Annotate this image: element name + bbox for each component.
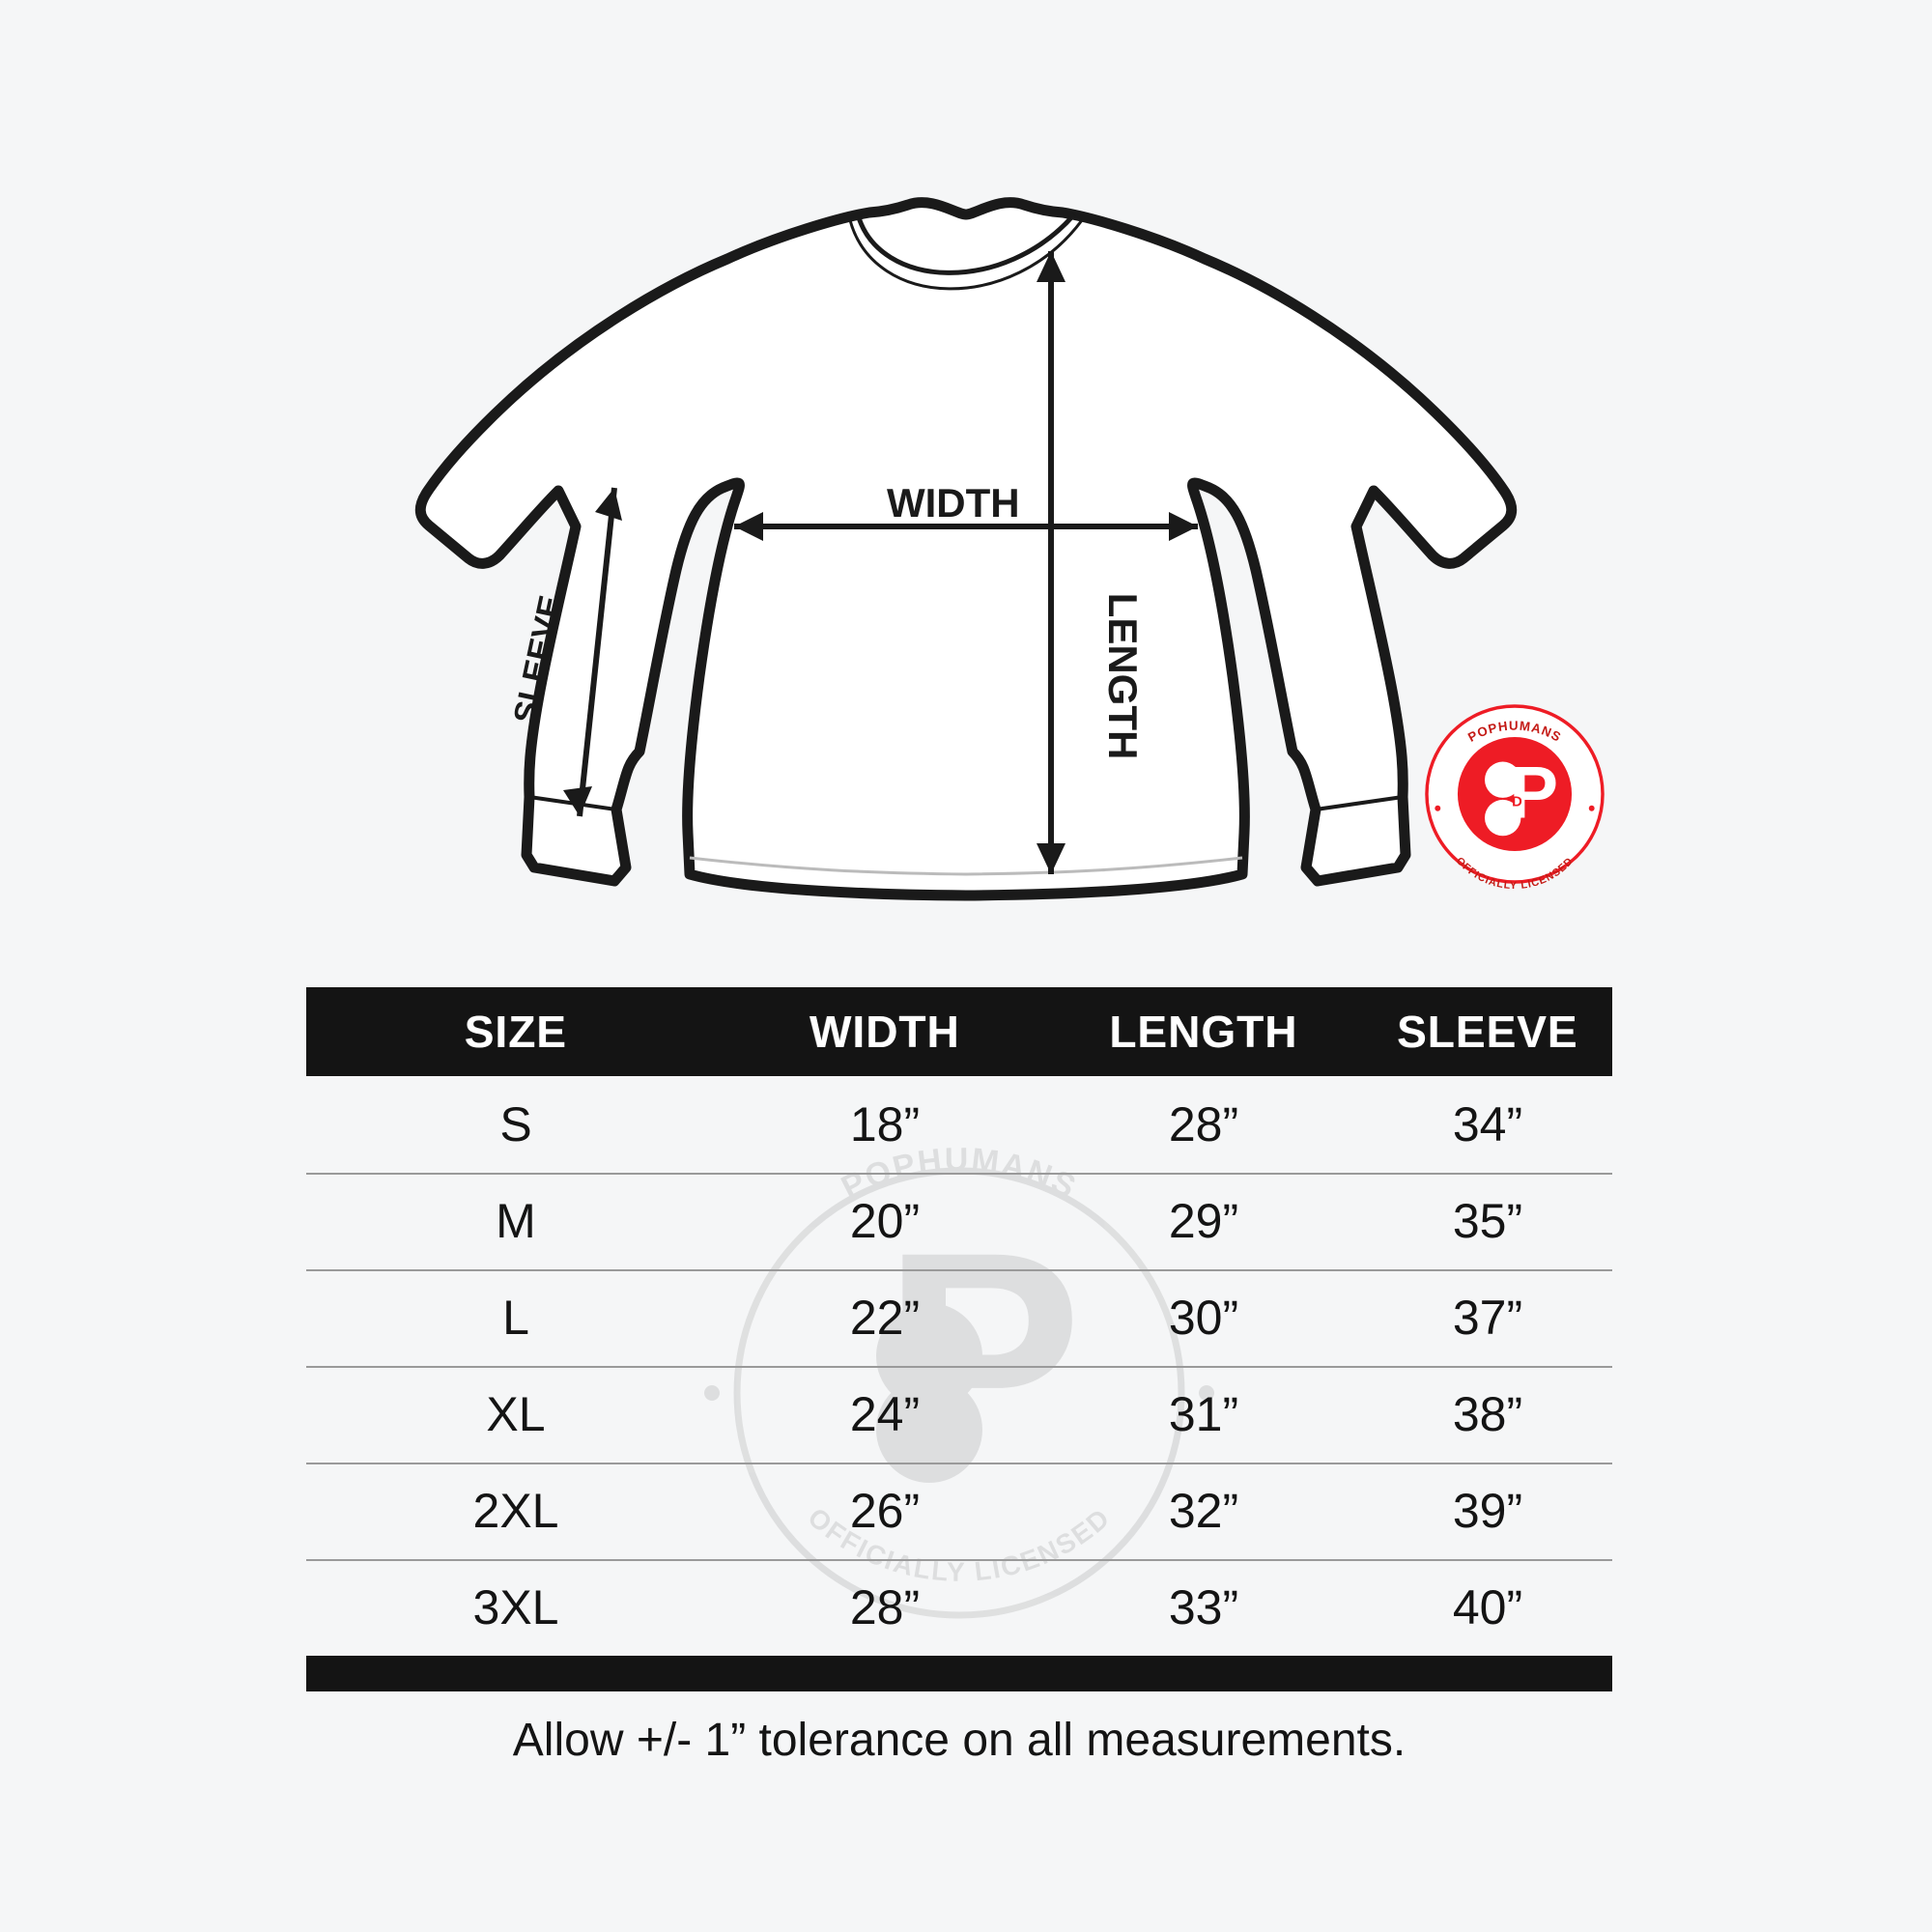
svg-text:D: D	[1512, 794, 1522, 810]
svg-text:WIDTH: WIDTH	[887, 480, 1020, 526]
svg-text:P: P	[1509, 753, 1558, 835]
svg-text:LENGTH: LENGTH	[1100, 593, 1146, 760]
